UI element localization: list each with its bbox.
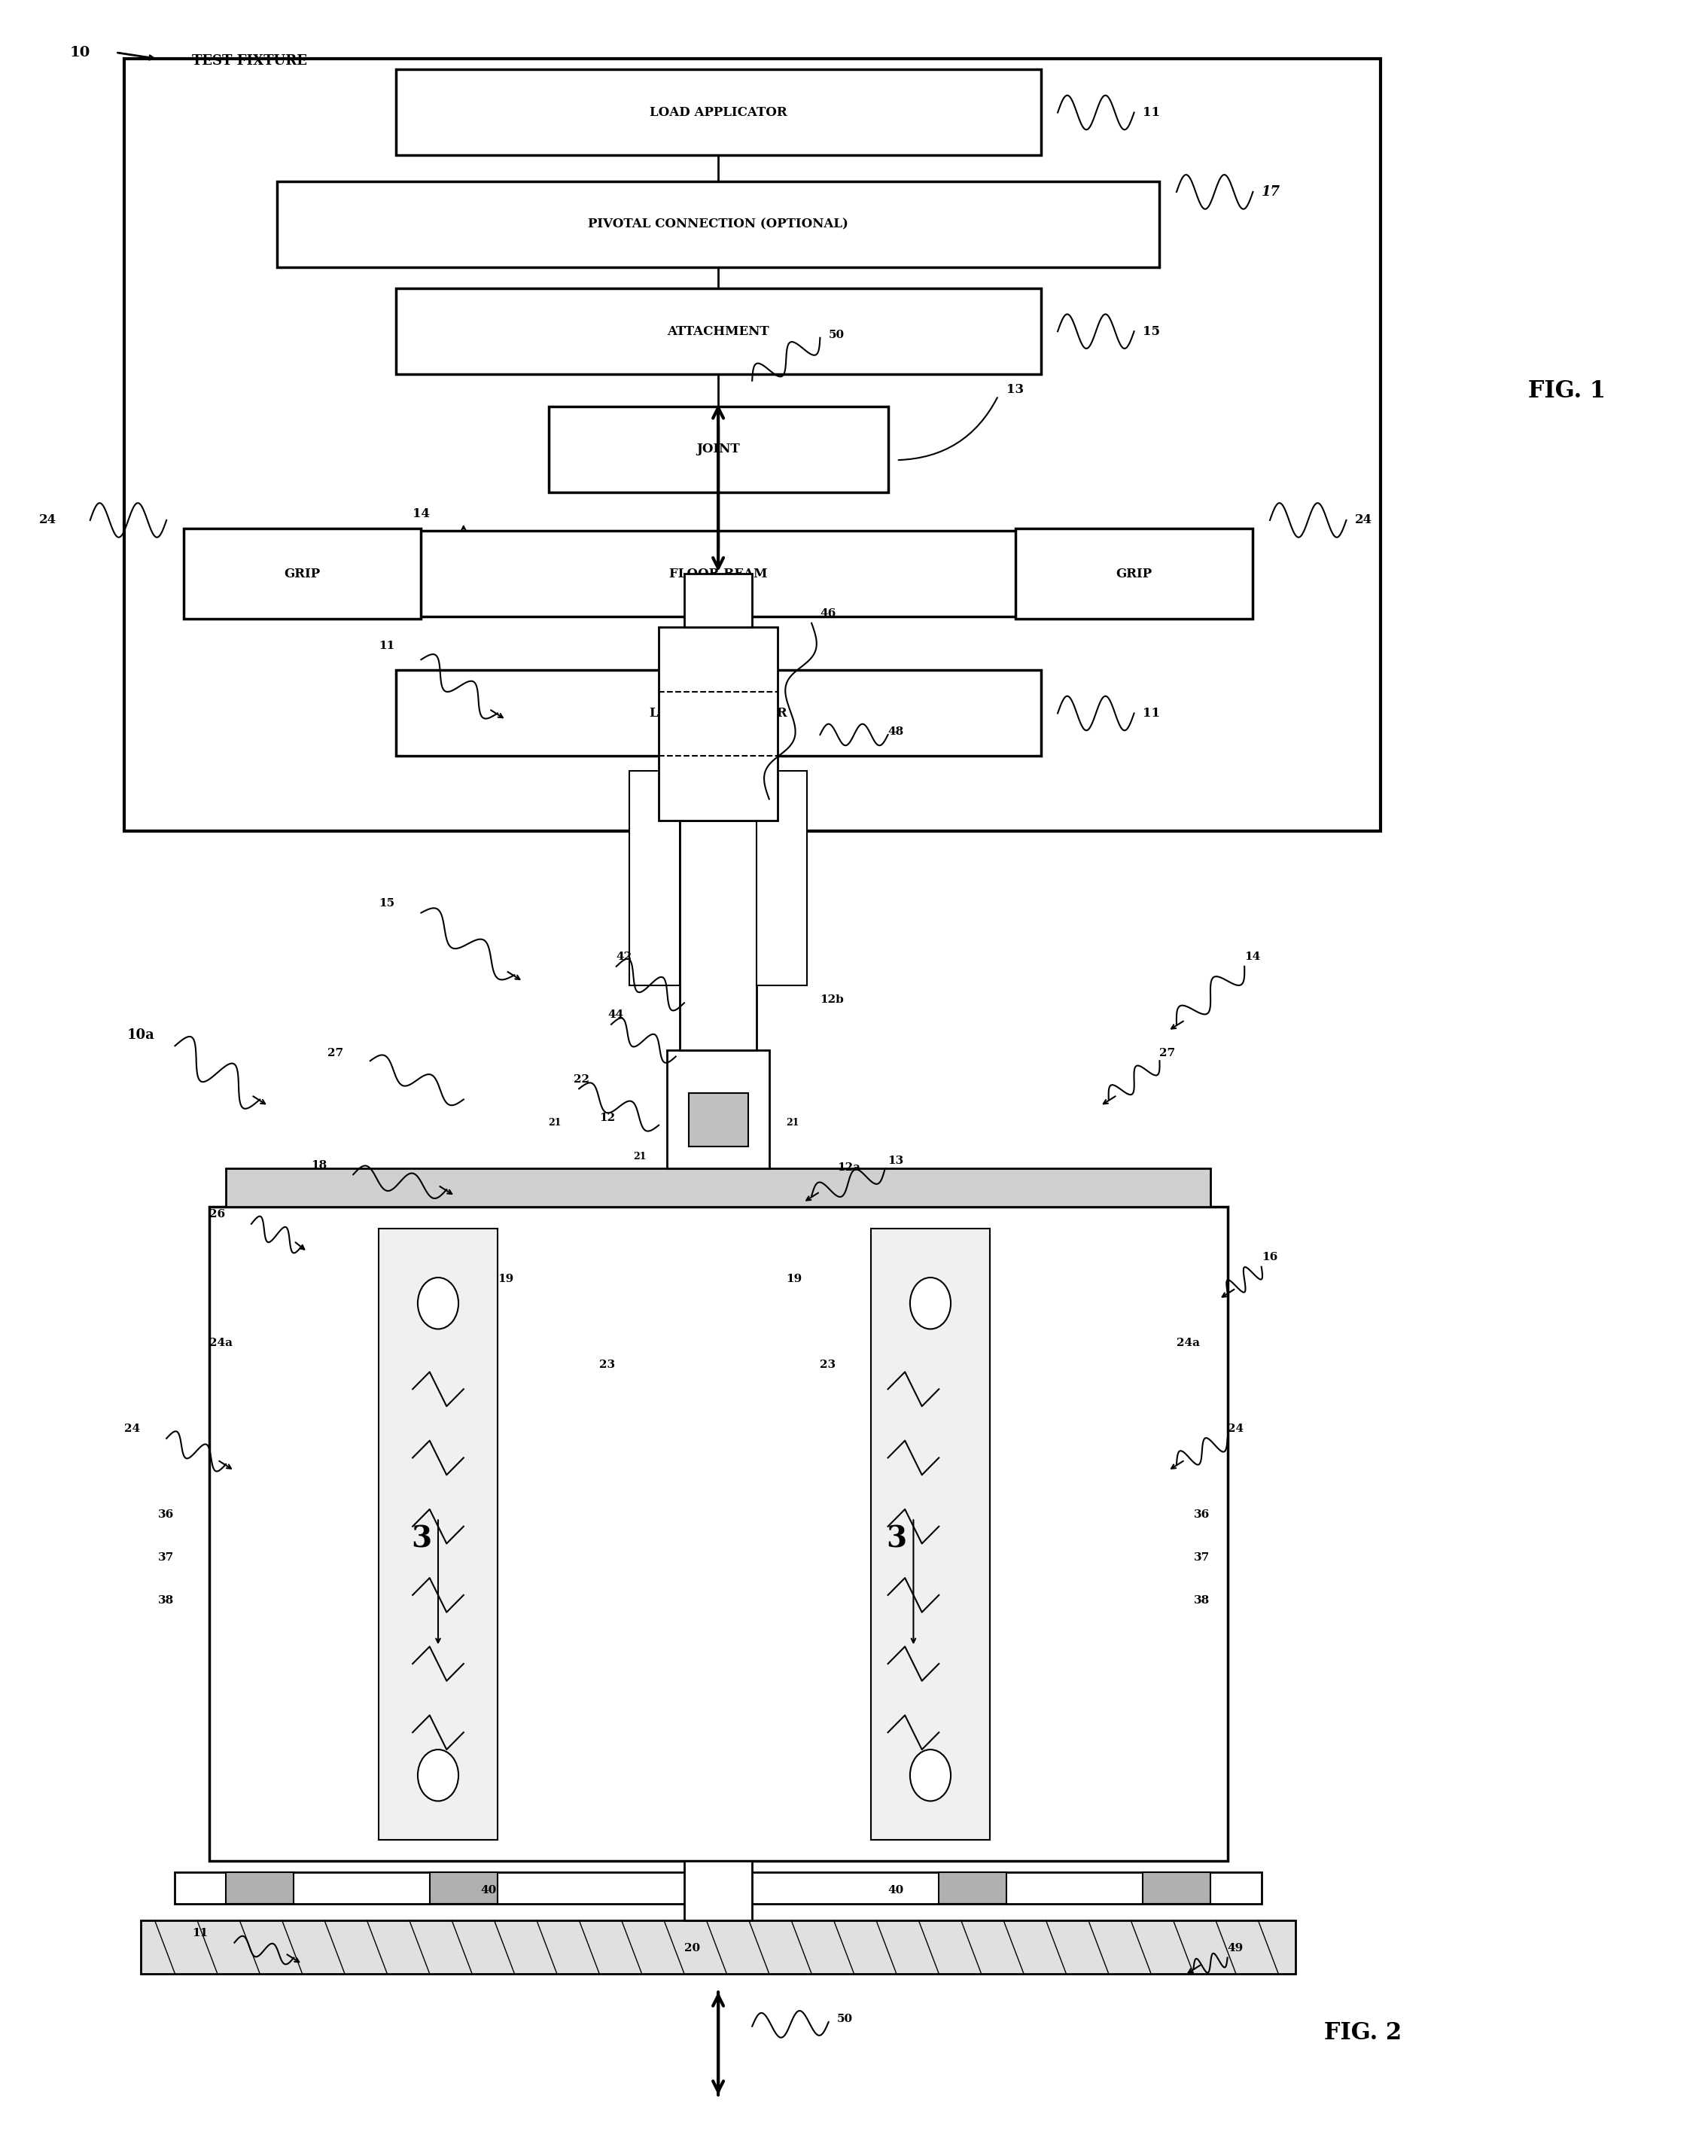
- Text: 16: 16: [1262, 1253, 1278, 1263]
- Circle shape: [418, 1749, 458, 1800]
- Text: 20: 20: [685, 1943, 700, 1953]
- Text: FIG. 2: FIG. 2: [1324, 2020, 1402, 2044]
- FancyBboxPatch shape: [208, 1207, 1228, 1861]
- Text: 27: 27: [328, 1048, 343, 1059]
- Circle shape: [910, 1279, 951, 1328]
- Text: 22: 22: [574, 1074, 589, 1084]
- Text: 24: 24: [1228, 1423, 1243, 1434]
- FancyBboxPatch shape: [142, 1921, 1295, 1973]
- Text: 17: 17: [1262, 185, 1281, 198]
- Text: 24: 24: [39, 513, 56, 526]
- FancyBboxPatch shape: [396, 530, 1040, 617]
- Text: 36: 36: [159, 1509, 174, 1520]
- Text: LOAD APPLICATOR: LOAD APPLICATOR: [649, 707, 787, 720]
- Text: GRIP: GRIP: [284, 567, 321, 580]
- FancyBboxPatch shape: [225, 1871, 294, 1904]
- Text: 46: 46: [820, 608, 835, 619]
- Text: 10: 10: [70, 45, 91, 58]
- Text: PIVOTAL CONNECTION (OPTIONAL): PIVOTAL CONNECTION (OPTIONAL): [588, 218, 849, 231]
- Text: 38: 38: [1194, 1595, 1209, 1606]
- Text: 15: 15: [379, 899, 395, 908]
- FancyBboxPatch shape: [225, 1169, 1211, 1207]
- Text: 24a: 24a: [1177, 1339, 1199, 1348]
- Text: 14: 14: [1245, 951, 1261, 962]
- FancyBboxPatch shape: [757, 772, 808, 985]
- Text: 42: 42: [617, 951, 632, 962]
- Text: 40: 40: [888, 1884, 904, 1895]
- FancyBboxPatch shape: [430, 1871, 497, 1904]
- Text: 36: 36: [1194, 1509, 1209, 1520]
- FancyBboxPatch shape: [688, 1093, 748, 1147]
- FancyBboxPatch shape: [685, 573, 752, 627]
- Text: 18: 18: [311, 1160, 326, 1171]
- Text: 21: 21: [548, 1117, 562, 1128]
- Text: 24: 24: [1354, 513, 1372, 526]
- Text: 50: 50: [837, 2014, 852, 2024]
- FancyBboxPatch shape: [396, 69, 1040, 155]
- Text: 21: 21: [634, 1151, 647, 1162]
- Text: 11: 11: [1143, 707, 1160, 720]
- FancyBboxPatch shape: [629, 772, 680, 985]
- Text: GRIP: GRIP: [1115, 567, 1153, 580]
- Text: FLOOR BEAM: FLOOR BEAM: [670, 567, 767, 580]
- Text: 12b: 12b: [820, 994, 844, 1005]
- Text: 37: 37: [1194, 1552, 1209, 1563]
- FancyBboxPatch shape: [548, 407, 888, 492]
- Circle shape: [418, 1279, 458, 1328]
- Text: 21: 21: [786, 1117, 799, 1128]
- Text: 11: 11: [191, 1927, 208, 1938]
- FancyBboxPatch shape: [659, 627, 777, 821]
- Text: 19: 19: [497, 1274, 514, 1285]
- Text: 49: 49: [1228, 1943, 1243, 1953]
- Text: 11: 11: [1143, 106, 1160, 119]
- Text: 37: 37: [159, 1552, 174, 1563]
- Text: 3: 3: [886, 1524, 907, 1554]
- Text: 48: 48: [888, 727, 904, 737]
- FancyBboxPatch shape: [680, 821, 757, 1050]
- Circle shape: [910, 1749, 951, 1800]
- Text: 13: 13: [888, 1156, 904, 1166]
- Text: 15: 15: [1143, 326, 1160, 338]
- Text: 27: 27: [1160, 1048, 1175, 1059]
- FancyBboxPatch shape: [183, 528, 422, 619]
- Text: FIG. 1: FIG. 1: [1529, 379, 1606, 403]
- Text: 11: 11: [379, 640, 395, 651]
- Text: ATTACHMENT: ATTACHMENT: [668, 326, 769, 338]
- Text: 23: 23: [820, 1360, 835, 1369]
- FancyBboxPatch shape: [125, 58, 1380, 832]
- Text: 10a: 10a: [126, 1028, 155, 1041]
- FancyBboxPatch shape: [277, 181, 1160, 267]
- Text: 19: 19: [786, 1274, 803, 1285]
- FancyBboxPatch shape: [939, 1871, 1006, 1904]
- FancyBboxPatch shape: [685, 1861, 752, 1921]
- Text: 24: 24: [125, 1423, 140, 1434]
- Text: 40: 40: [480, 1884, 497, 1895]
- Text: 50: 50: [828, 330, 844, 341]
- Text: 13: 13: [1006, 384, 1025, 397]
- FancyBboxPatch shape: [174, 1871, 1262, 1904]
- Text: TEST FIXTURE: TEST FIXTURE: [191, 54, 307, 67]
- Text: 14: 14: [413, 507, 430, 520]
- FancyBboxPatch shape: [396, 289, 1040, 375]
- Text: 24a: 24a: [208, 1339, 232, 1348]
- FancyBboxPatch shape: [871, 1229, 991, 1839]
- FancyBboxPatch shape: [668, 1050, 769, 1169]
- Text: 44: 44: [608, 1009, 623, 1020]
- Text: 3: 3: [412, 1524, 432, 1554]
- Text: 12a: 12a: [837, 1162, 861, 1173]
- Text: 26: 26: [208, 1210, 225, 1220]
- Text: LOAD APPLICATOR: LOAD APPLICATOR: [649, 106, 787, 119]
- Text: 38: 38: [159, 1595, 174, 1606]
- FancyBboxPatch shape: [379, 1229, 497, 1839]
- Text: 23: 23: [600, 1360, 615, 1369]
- FancyBboxPatch shape: [1015, 528, 1254, 619]
- FancyBboxPatch shape: [396, 671, 1040, 757]
- FancyBboxPatch shape: [1143, 1871, 1211, 1904]
- Text: 12: 12: [600, 1112, 615, 1123]
- Text: JOINT: JOINT: [697, 442, 740, 455]
